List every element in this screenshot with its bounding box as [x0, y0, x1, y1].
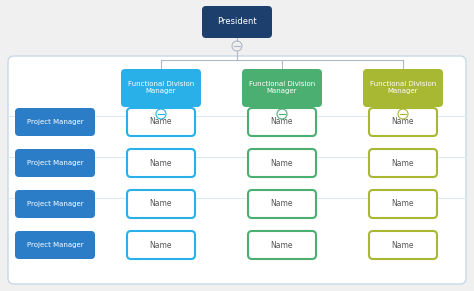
FancyBboxPatch shape [15, 108, 95, 136]
FancyBboxPatch shape [15, 190, 95, 218]
Text: Name: Name [271, 159, 293, 168]
FancyBboxPatch shape [15, 231, 95, 259]
Text: Project Manager: Project Manager [27, 201, 83, 207]
FancyBboxPatch shape [127, 149, 195, 177]
FancyBboxPatch shape [363, 69, 443, 107]
FancyBboxPatch shape [121, 69, 201, 107]
FancyBboxPatch shape [15, 149, 95, 177]
Text: Name: Name [392, 159, 414, 168]
Text: President: President [217, 17, 257, 26]
Text: Name: Name [150, 240, 172, 249]
FancyBboxPatch shape [248, 231, 316, 259]
FancyBboxPatch shape [8, 56, 466, 284]
FancyBboxPatch shape [202, 6, 272, 38]
FancyBboxPatch shape [248, 108, 316, 136]
Text: Name: Name [271, 240, 293, 249]
FancyBboxPatch shape [127, 190, 195, 218]
FancyBboxPatch shape [242, 69, 322, 107]
FancyBboxPatch shape [369, 108, 437, 136]
Text: Project Manager: Project Manager [27, 160, 83, 166]
FancyBboxPatch shape [248, 149, 316, 177]
Text: Functional Division
Manager: Functional Division Manager [128, 81, 194, 95]
Text: Name: Name [150, 159, 172, 168]
FancyBboxPatch shape [369, 190, 437, 218]
Text: Project Manager: Project Manager [27, 119, 83, 125]
Text: Name: Name [271, 118, 293, 127]
Text: Functional Division
Manager: Functional Division Manager [249, 81, 315, 95]
Text: Name: Name [392, 118, 414, 127]
Text: Name: Name [392, 240, 414, 249]
FancyBboxPatch shape [369, 149, 437, 177]
Text: Name: Name [150, 200, 172, 208]
Text: Project Manager: Project Manager [27, 242, 83, 248]
Text: Functional Division
Manager: Functional Division Manager [370, 81, 436, 95]
FancyBboxPatch shape [369, 231, 437, 259]
Text: Name: Name [271, 200, 293, 208]
FancyBboxPatch shape [127, 231, 195, 259]
Text: Name: Name [150, 118, 172, 127]
Text: Name: Name [392, 200, 414, 208]
FancyBboxPatch shape [248, 190, 316, 218]
FancyBboxPatch shape [127, 108, 195, 136]
